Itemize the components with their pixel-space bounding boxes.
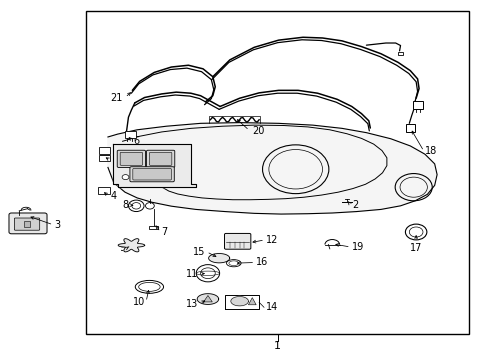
Polygon shape: [230, 297, 248, 306]
Polygon shape: [203, 296, 212, 302]
FancyBboxPatch shape: [99, 154, 110, 161]
Text: 7: 7: [161, 227, 167, 237]
Text: 3: 3: [54, 220, 61, 230]
Text: 10: 10: [133, 297, 145, 307]
FancyBboxPatch shape: [149, 226, 158, 229]
Bar: [86, 12, 468, 334]
FancyBboxPatch shape: [9, 213, 47, 234]
FancyBboxPatch shape: [149, 152, 171, 165]
Text: 4: 4: [110, 191, 116, 201]
FancyBboxPatch shape: [98, 187, 110, 194]
Polygon shape: [208, 253, 229, 263]
Text: 12: 12: [265, 235, 278, 245]
FancyBboxPatch shape: [117, 150, 145, 167]
FancyBboxPatch shape: [405, 125, 414, 132]
Text: 13: 13: [185, 299, 198, 309]
Polygon shape: [113, 144, 195, 187]
Text: 2: 2: [351, 200, 357, 210]
FancyBboxPatch shape: [14, 218, 40, 230]
Text: 8: 8: [122, 200, 128, 210]
Text: 6: 6: [133, 136, 139, 145]
Text: 16: 16: [256, 257, 268, 267]
Text: 5: 5: [112, 155, 118, 165]
Text: 9: 9: [119, 243, 125, 253]
FancyBboxPatch shape: [23, 221, 30, 227]
FancyBboxPatch shape: [133, 168, 171, 180]
Text: 14: 14: [265, 302, 278, 312]
FancyBboxPatch shape: [224, 233, 250, 249]
Polygon shape: [118, 239, 144, 252]
Text: 20: 20: [251, 126, 264, 135]
Text: 17: 17: [409, 243, 422, 253]
FancyBboxPatch shape: [397, 51, 403, 55]
FancyBboxPatch shape: [99, 147, 110, 154]
Polygon shape: [108, 123, 436, 214]
Text: 11: 11: [185, 269, 198, 279]
FancyBboxPatch shape: [412, 101, 422, 109]
Circle shape: [122, 175, 129, 180]
FancyBboxPatch shape: [120, 152, 142, 165]
Text: 21: 21: [110, 93, 122, 103]
Polygon shape: [248, 298, 256, 305]
FancyBboxPatch shape: [130, 167, 174, 182]
Text: 1: 1: [274, 341, 281, 351]
Polygon shape: [197, 294, 218, 305]
FancyBboxPatch shape: [124, 131, 136, 138]
Text: 19: 19: [351, 242, 363, 252]
Text: 15: 15: [193, 247, 205, 257]
Text: 18: 18: [424, 146, 436, 156]
FancyBboxPatch shape: [146, 150, 174, 167]
